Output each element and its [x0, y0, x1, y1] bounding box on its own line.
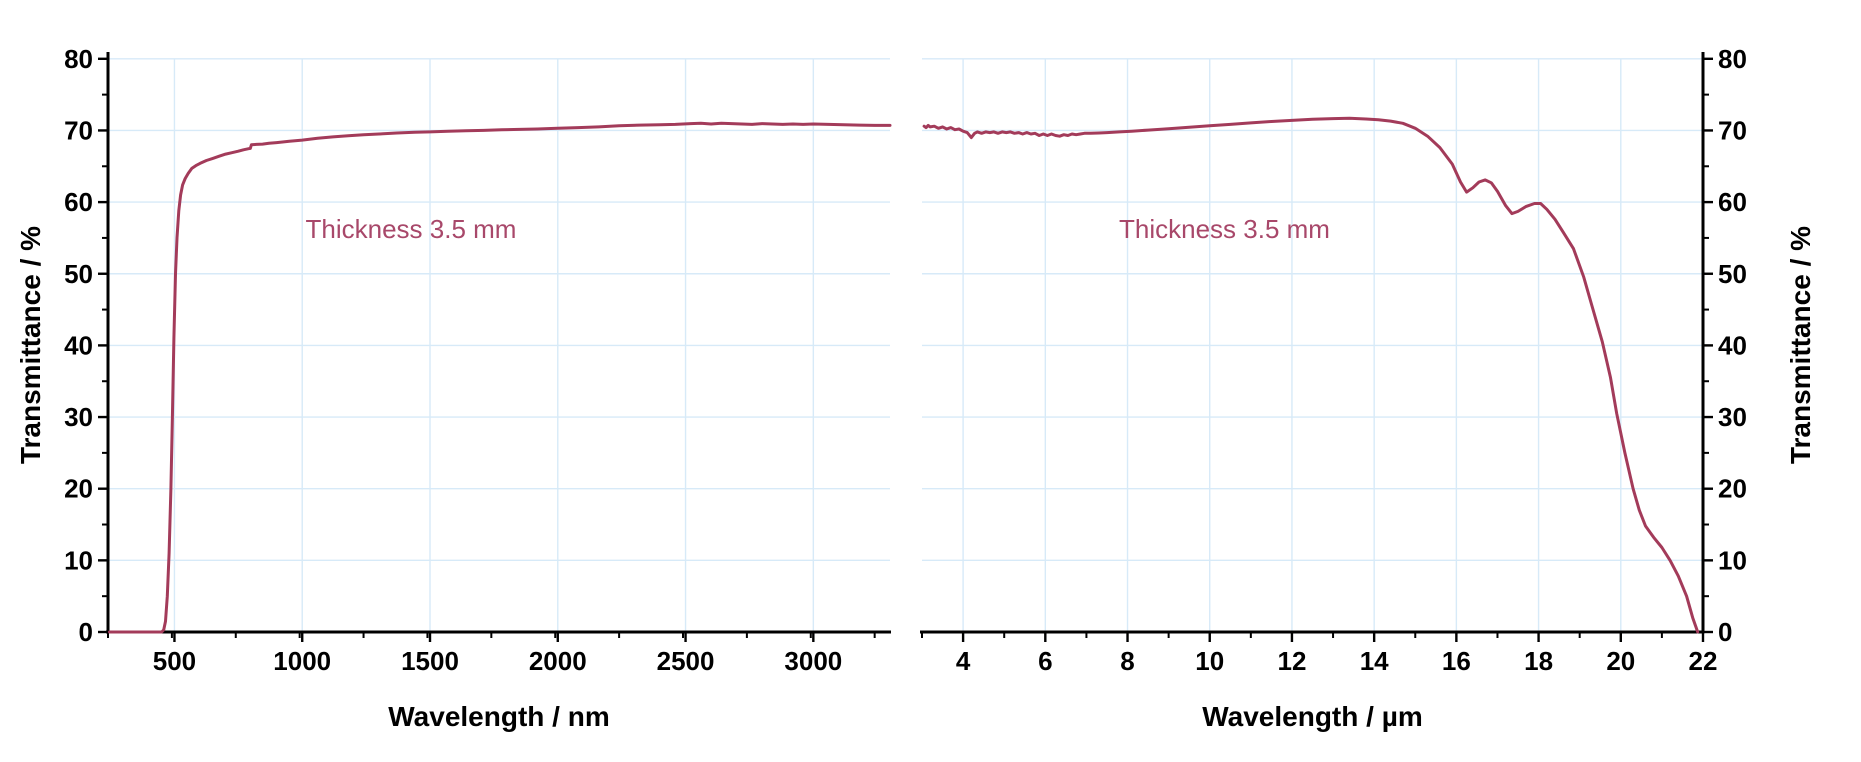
x-axis-title: Wavelength / nm — [388, 701, 609, 732]
y-tick-label: 70 — [64, 115, 93, 145]
x-tick-label: 12 — [1277, 646, 1306, 676]
gridlines — [108, 58, 890, 632]
y-tick-label: 40 — [64, 330, 93, 360]
thickness-annotation: Thickness 3.5 mm — [306, 214, 517, 244]
y-tick-label: 80 — [1718, 44, 1747, 74]
x-tick-label: 4 — [956, 646, 971, 676]
y-tick-label: 10 — [64, 545, 93, 575]
x-axis-title: Wavelength / µm — [1202, 701, 1422, 732]
x-tick-label: 3000 — [784, 646, 842, 676]
x-tick-label: 22 — [1689, 646, 1718, 676]
x-tick-label: 8 — [1120, 646, 1134, 676]
y-tick-label: 50 — [1718, 259, 1747, 289]
y-tick-label: 0 — [79, 617, 93, 647]
y-tick-label: 60 — [1718, 187, 1747, 217]
x-tick-label: 20 — [1606, 646, 1635, 676]
transmittance-ir-curve — [922, 116, 1700, 634]
y-tick-label: 80 — [64, 44, 93, 74]
y-tick-label: 30 — [1718, 402, 1747, 432]
x-ticks: 500 1000 1500 2000 2500 3000 — [107, 632, 876, 676]
y-axis-title: Transmittance / % — [1785, 226, 1816, 464]
x-tick-label: 16 — [1442, 646, 1471, 676]
axes — [920, 52, 1705, 634]
transmittance-uv-vis-nir-curve — [108, 121, 892, 634]
y-tick-label: 50 — [64, 259, 93, 289]
y-tick-label: 20 — [64, 474, 93, 504]
y-tick-label: 60 — [64, 187, 93, 217]
x-tick-label: 6 — [1038, 646, 1052, 676]
y-ticks: 0 10 20 30 40 50 60 70 80 — [1703, 44, 1747, 647]
x-tick-label: 1000 — [273, 646, 331, 676]
y-ticks: 0 10 20 30 40 50 60 70 80 — [64, 44, 108, 647]
y-tick-label: 70 — [1718, 115, 1747, 145]
gridlines — [922, 58, 1703, 632]
y-tick-label: 0 — [1718, 617, 1732, 647]
x-tick-label: 10 — [1195, 646, 1224, 676]
x-tick-label: 1500 — [401, 646, 459, 676]
y-tick-label: 20 — [1718, 474, 1747, 504]
x-tick-label: 2500 — [657, 646, 715, 676]
y-axis-title: Transmittance / % — [15, 226, 46, 464]
y-tick-label: 40 — [1718, 330, 1747, 360]
thickness-annotation: Thickness 3.5 mm — [1119, 214, 1330, 244]
y-tick-label: 10 — [1718, 545, 1747, 575]
x-tick-label: 14 — [1360, 646, 1389, 676]
panel-1: 500 1000 1500 2000 2500 3000 0 10 20 30 40 50 60 70 80… — [15, 44, 892, 732]
x-tick-label: 2000 — [529, 646, 587, 676]
axes — [106, 52, 891, 634]
x-ticks: 4 6 8 10 12 14 16 18 20 22 — [921, 632, 1718, 676]
x-tick-label: 18 — [1524, 646, 1553, 676]
y-tick-label: 30 — [64, 402, 93, 432]
x-tick-label: 500 — [153, 646, 196, 676]
panel-2: 4 6 8 10 12 14 16 18 20 220 10 20 30 40 50 60 70 80 Wavele… — [920, 44, 1816, 732]
